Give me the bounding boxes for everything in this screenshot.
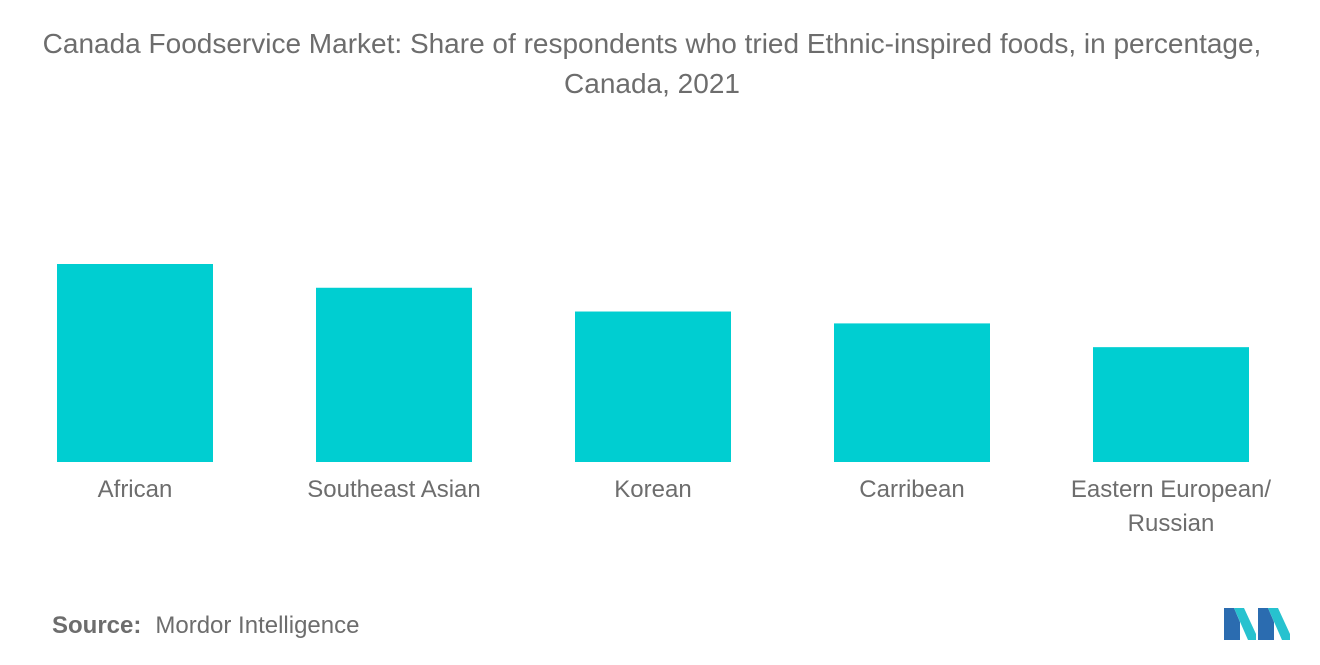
category-label-line: African	[98, 476, 173, 503]
bar-1	[316, 287, 472, 462]
bar-0	[57, 264, 213, 462]
category-label-line: Korean	[614, 476, 691, 503]
category-label-4: Eastern European/Russian	[1071, 476, 1271, 537]
chart-title: Canada Foodservice Market: Share of resp…	[42, 28, 1262, 99]
category-label-0: African	[98, 476, 173, 503]
category-label-line: Eastern European/	[1071, 476, 1271, 503]
source-value: Mordor Intelligence	[155, 612, 360, 639]
bar-4	[1093, 347, 1249, 462]
category-label-1: Southeast Asian	[307, 476, 480, 503]
source-note: Source: Mordor Intelligence	[52, 612, 359, 640]
bar-3	[834, 323, 990, 462]
category-label-2: Korean	[614, 476, 691, 503]
mordor-intelligence-logo-icon	[1224, 608, 1290, 640]
category-label-line: Carribean	[859, 476, 964, 503]
source-label: Source:	[52, 612, 142, 639]
bar-2	[575, 311, 731, 462]
bar-chart: African Southeast Asian Korean Carribean Eas…	[57, 264, 1271, 537]
category-label-line: Southeast Asian	[307, 476, 480, 503]
category-label-line: Russian	[1128, 510, 1215, 537]
category-label-3: Carribean	[859, 476, 964, 503]
